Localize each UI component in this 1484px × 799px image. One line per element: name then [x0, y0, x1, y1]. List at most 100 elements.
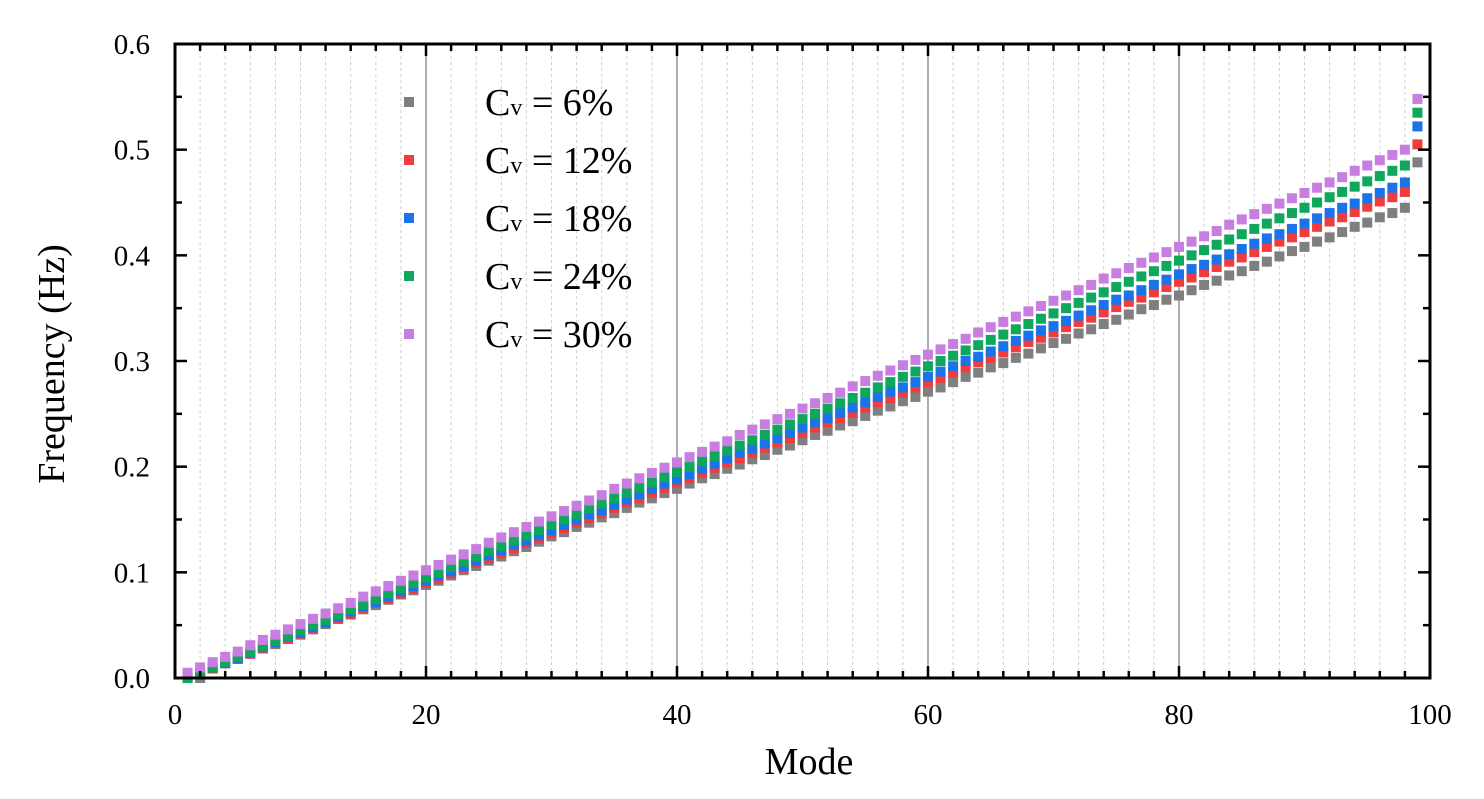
data-point — [935, 366, 946, 377]
data-point — [960, 362, 971, 373]
data-point — [860, 402, 871, 413]
data-point — [1010, 342, 1021, 353]
data-point — [471, 544, 482, 555]
data-point — [1399, 186, 1410, 197]
data-point — [1086, 292, 1097, 303]
data-point — [1236, 252, 1247, 263]
data-point — [885, 392, 896, 403]
data-point — [257, 641, 268, 652]
data-point — [734, 453, 745, 464]
data-point — [1010, 335, 1021, 346]
data-point — [546, 511, 557, 522]
x-tick-label: 60 — [914, 699, 943, 731]
data-point — [1261, 203, 1272, 214]
y-tick-label: 0.6 — [114, 29, 150, 61]
data-point — [458, 549, 469, 560]
data-point — [295, 625, 306, 636]
data-point — [973, 327, 984, 338]
data-point — [1035, 343, 1046, 354]
data-point — [1161, 282, 1172, 293]
data-point — [270, 636, 281, 647]
data-point — [646, 483, 657, 494]
data-point — [1174, 269, 1184, 280]
data-point — [1286, 232, 1297, 243]
data-point — [923, 361, 933, 372]
data-point — [1312, 221, 1323, 232]
data-point — [1236, 229, 1247, 240]
data-point — [709, 441, 720, 452]
data-point — [759, 419, 770, 430]
x-tick-label: 80 — [1165, 699, 1194, 731]
data-point — [872, 382, 883, 393]
data-point — [1211, 239, 1222, 250]
data-point — [1211, 254, 1222, 265]
data-point — [960, 371, 971, 382]
data-point — [935, 344, 946, 355]
data-point — [1123, 276, 1134, 287]
y-tick-label: 0.0 — [114, 663, 150, 695]
data-point — [910, 377, 921, 388]
data-point — [1174, 241, 1184, 252]
data-point — [709, 469, 720, 480]
data-point — [1035, 332, 1046, 343]
data-point — [1010, 324, 1021, 335]
data-point — [521, 530, 532, 541]
data-point — [1186, 272, 1197, 283]
data-point — [759, 438, 770, 449]
data-point — [985, 322, 996, 333]
data-point — [1048, 321, 1059, 332]
data-point — [383, 581, 394, 592]
data-point — [282, 630, 293, 641]
data-point — [734, 429, 745, 440]
data-point — [1249, 209, 1260, 220]
data-point — [747, 435, 758, 446]
y-tick-label: 0.5 — [114, 135, 150, 167]
data-point — [1023, 306, 1034, 317]
data-point — [1274, 236, 1285, 247]
data-point — [872, 391, 883, 402]
grid-lines — [199, 44, 1406, 678]
data-point — [1399, 144, 1410, 155]
data-point — [1136, 257, 1147, 268]
data-point — [308, 620, 319, 631]
data-point — [584, 495, 595, 506]
data-point — [835, 420, 846, 431]
data-point — [1136, 285, 1147, 296]
data-point — [1274, 198, 1285, 209]
data-point — [684, 452, 695, 463]
data-point — [1186, 236, 1197, 247]
data-point — [333, 603, 344, 614]
data-point — [358, 599, 369, 610]
data-point — [960, 345, 971, 356]
data-point — [1337, 202, 1348, 213]
data-point — [1312, 236, 1323, 247]
data-point — [835, 407, 846, 418]
data-point — [948, 339, 959, 350]
data-point — [659, 488, 670, 499]
data-point — [1249, 247, 1260, 258]
data-point — [1349, 181, 1360, 192]
data-point — [835, 413, 846, 424]
data-point — [985, 334, 996, 345]
data-point — [1224, 256, 1235, 267]
data-point — [998, 316, 1009, 327]
data-point — [1299, 187, 1310, 198]
data-point — [860, 397, 871, 408]
data-point — [345, 597, 356, 608]
data-point — [784, 408, 795, 419]
data-point — [872, 397, 883, 408]
data-point — [1023, 336, 1034, 347]
data-point — [1286, 223, 1297, 234]
data-point — [370, 586, 381, 597]
data-point — [923, 386, 933, 397]
x-tick-label: 40 — [663, 699, 692, 731]
data-point — [1374, 212, 1385, 223]
data-point — [195, 662, 206, 673]
data-point — [533, 516, 544, 527]
data-point — [797, 422, 808, 433]
data-point — [1123, 290, 1134, 301]
data-point — [1186, 250, 1197, 261]
data-point — [1412, 157, 1423, 168]
data-point — [672, 457, 682, 468]
data-point — [1299, 218, 1310, 229]
